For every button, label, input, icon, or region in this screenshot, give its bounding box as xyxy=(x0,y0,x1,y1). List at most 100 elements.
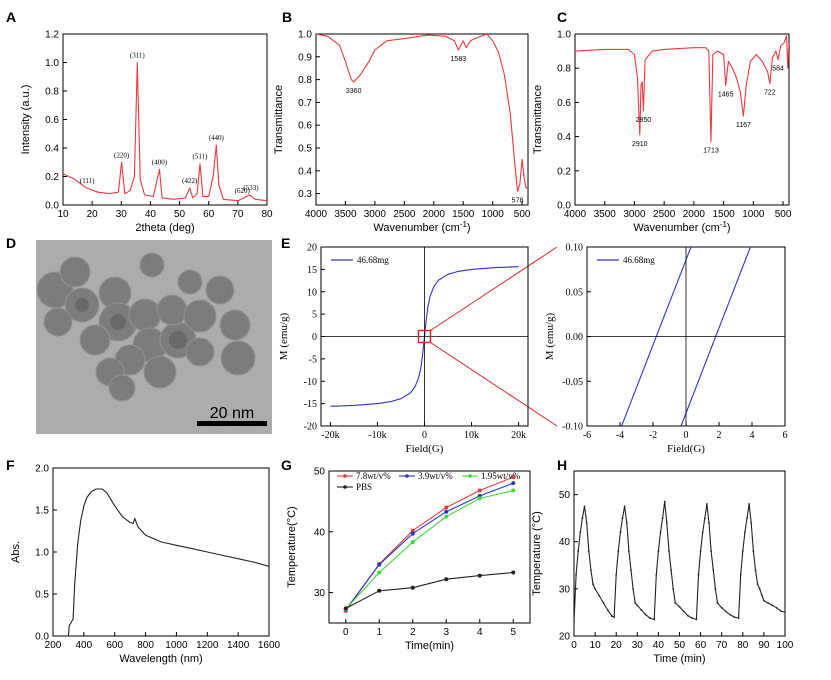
legend-marker xyxy=(343,474,347,478)
y-tick-label: 0.4 xyxy=(45,144,59,155)
y-tick-label: 40 xyxy=(559,537,571,548)
data-point xyxy=(708,521,710,524)
peak-label: (220) xyxy=(114,151,130,159)
plot-frame xyxy=(315,33,529,206)
x-tick-label: 2500 xyxy=(393,209,416,220)
series-line xyxy=(316,34,528,192)
hysteresis-chart: -20k -10k 0 10k 20k -20 -15 -10 -5 0 5 10 15 20 Field(… xyxy=(278,243,529,455)
peak-label: (440) xyxy=(209,134,225,142)
data-point xyxy=(627,550,630,553)
y-tick-label: 0 xyxy=(312,332,317,343)
data-point xyxy=(678,605,681,608)
data-point xyxy=(710,550,713,553)
data-point xyxy=(699,550,702,553)
y-axis-label: Intensity (a.u.) xyxy=(20,85,32,155)
data-point xyxy=(343,606,348,611)
y-axis-label: M (emu/g) xyxy=(544,312,556,360)
data-point xyxy=(716,602,719,604)
peak-label: (533) xyxy=(243,184,259,192)
x-tick-label: 40 xyxy=(145,209,157,220)
x-tick-label: 2 xyxy=(717,430,722,441)
peak-annotation: 1167 xyxy=(736,122,751,129)
data-point xyxy=(754,569,757,571)
x-tick-label: 10 xyxy=(57,209,69,220)
data-point xyxy=(583,505,586,508)
xrd-chart: 10 20 30 40 50 60 70 80 0.0 0.2 0.4 0.6 0.8 1.0 1.2 2th… xyxy=(20,30,273,235)
x-tick-label: 0 xyxy=(684,430,689,441)
data-point xyxy=(661,517,664,520)
y-tick-label: 1.0 xyxy=(298,30,312,41)
data-point xyxy=(665,521,668,524)
data-point xyxy=(640,609,643,611)
data-point xyxy=(663,500,666,503)
x-tick-label: -4 xyxy=(616,430,624,441)
data-point xyxy=(763,599,765,602)
y-tick-label: 1.0 xyxy=(35,548,49,559)
data-point xyxy=(477,488,482,493)
data-point xyxy=(725,610,727,613)
x-axis-label: Wavenumber (cm-1) xyxy=(373,220,470,235)
data-point xyxy=(630,569,632,571)
y-axis-label: Temperature (°C) xyxy=(531,511,543,595)
zoom-line-bottom xyxy=(430,342,558,427)
x-tick-label: 4000 xyxy=(305,209,328,220)
y-tick-label: 0.8 xyxy=(45,87,59,98)
data-point xyxy=(602,602,605,604)
plot-frame xyxy=(574,33,790,206)
x-tick-label: 2000 xyxy=(683,209,706,220)
x-tick-label: -20k xyxy=(321,430,339,441)
y-tick-label: 20 xyxy=(559,632,571,643)
legend-label: 7.8wt/v% xyxy=(356,471,391,481)
data-point xyxy=(377,588,382,593)
data-point xyxy=(621,517,624,520)
plot-area xyxy=(575,35,789,143)
data-point xyxy=(691,617,694,619)
data-point xyxy=(636,604,639,607)
data-point xyxy=(687,614,689,617)
y-tick-label: 0.6 xyxy=(557,98,571,109)
scale-bar xyxy=(197,421,267,426)
x-axis-label: Time(min) xyxy=(405,640,454,652)
y-tick-label: 0.05 xyxy=(566,287,584,298)
data-point xyxy=(752,550,755,553)
x-tick-label: 1500 xyxy=(712,209,735,220)
data-point xyxy=(653,618,656,621)
x-tick-label: 1400 xyxy=(227,640,250,651)
y-tick-label: 0.6 xyxy=(45,115,59,126)
data-point xyxy=(592,583,594,586)
data-point xyxy=(410,528,415,533)
series-line xyxy=(345,489,514,610)
data-point xyxy=(682,610,685,613)
series-line xyxy=(345,482,514,610)
x-tick-label: 6 xyxy=(783,430,788,441)
x-tick-label: -2 xyxy=(649,430,657,441)
data-point xyxy=(589,569,592,571)
data-point xyxy=(444,514,449,519)
x-tick-label: 5 xyxy=(510,627,516,638)
peak-annotation: 584 xyxy=(772,66,784,73)
data-point xyxy=(623,505,626,508)
data-point xyxy=(657,550,660,553)
scale-bar-label: 20 nm xyxy=(210,405,254,422)
x-tick-label: 3500 xyxy=(594,209,617,220)
y-tick-label: 0.8 xyxy=(298,75,312,86)
legend-label: 3.9wt/v% xyxy=(418,471,453,481)
data-point xyxy=(729,613,732,616)
data-point xyxy=(444,505,449,510)
x-axis-label-sup: -1 xyxy=(460,220,468,229)
series-line xyxy=(574,501,785,622)
series-line xyxy=(575,35,789,143)
panel-label-a: A xyxy=(6,9,16,25)
plot-area xyxy=(63,61,267,202)
y-tick-label: 1.5 xyxy=(35,506,49,517)
x-tick-label: 4 xyxy=(477,627,483,638)
y-tick-label: 0.8 xyxy=(557,64,571,75)
x-tick-label: 3000 xyxy=(364,209,387,220)
zoom-box xyxy=(417,329,432,344)
x-tick-label: 1000 xyxy=(482,209,505,220)
series-line xyxy=(63,61,267,202)
legend-label: 46.68mg xyxy=(623,255,655,265)
data-point xyxy=(577,550,580,553)
x-tick-label: 10k xyxy=(464,430,479,441)
x-tick-label: 10 xyxy=(590,640,602,651)
